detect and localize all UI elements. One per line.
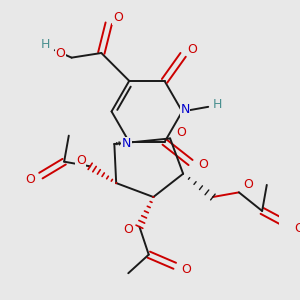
Text: O: O <box>56 47 65 60</box>
Text: O: O <box>199 158 208 171</box>
Text: O: O <box>76 154 86 167</box>
Text: O: O <box>188 43 197 56</box>
Text: O: O <box>25 173 35 186</box>
Text: H: H <box>213 98 222 110</box>
Text: O: O <box>181 263 191 276</box>
Text: N: N <box>122 137 131 150</box>
Text: H: H <box>41 38 50 51</box>
Text: O: O <box>113 11 123 24</box>
Text: N: N <box>180 103 190 116</box>
Text: O: O <box>243 178 253 191</box>
Text: O: O <box>176 126 186 140</box>
Text: O: O <box>294 222 300 235</box>
Text: O: O <box>123 223 133 236</box>
